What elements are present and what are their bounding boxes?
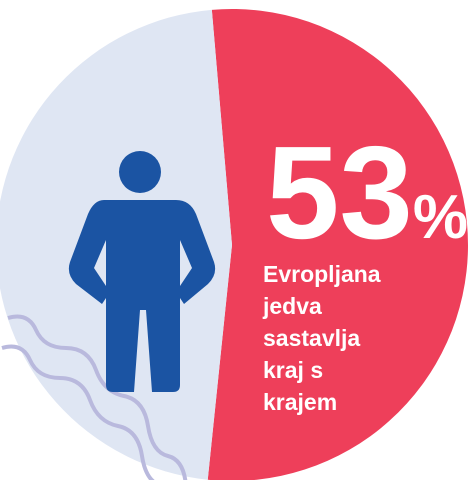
caption-line: jedva (262, 293, 322, 319)
wave-line (1, 344, 155, 480)
person-icon (68, 151, 216, 392)
caption-line: kraj s (263, 357, 323, 383)
pie-slice (207, 9, 468, 480)
percent-label: 53% (266, 119, 468, 266)
caption-line: krajem (263, 389, 337, 415)
caption-line: Evropljana (263, 261, 381, 287)
caption: Evropljana jedva sastavlja kraj s krajem (262, 261, 381, 415)
caption-line: sastavlja (263, 325, 360, 351)
